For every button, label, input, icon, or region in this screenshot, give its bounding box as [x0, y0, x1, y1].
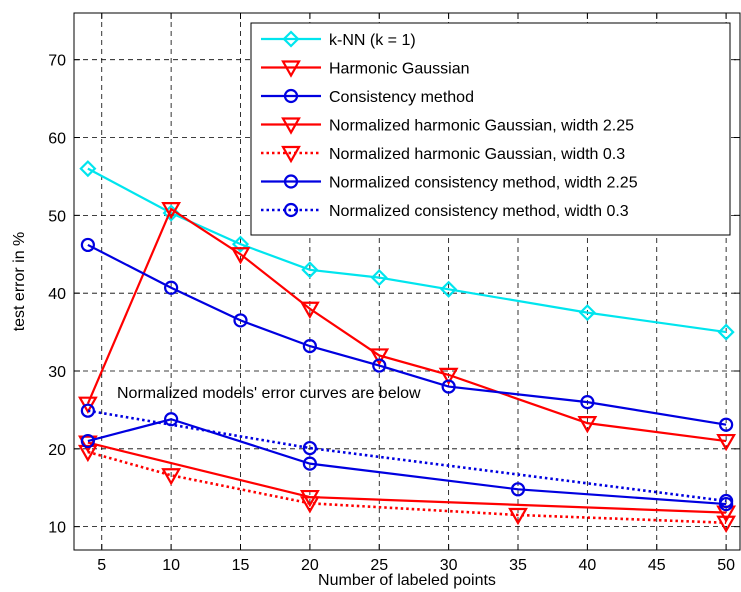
data-point — [164, 280, 179, 295]
data-point — [233, 313, 248, 328]
y-tick-label: 60 — [48, 131, 66, 148]
data-point — [372, 358, 387, 373]
legend-label: Harmonic Gaussian — [329, 61, 470, 78]
data-point — [577, 416, 598, 434]
data-point — [80, 433, 95, 449]
data-point — [299, 301, 320, 319]
data-point — [441, 379, 456, 394]
series-7 — [80, 403, 734, 509]
data-point — [80, 403, 95, 418]
legend-entry: Normalized harmonic Gaussian, width 0.3 — [261, 145, 625, 164]
x-tick-label: 25 — [370, 557, 388, 574]
data-point — [717, 323, 735, 341]
data-point — [282, 30, 300, 48]
data-point — [580, 395, 595, 410]
y-tick-label: 50 — [48, 208, 66, 225]
data-point — [161, 202, 182, 220]
data-point — [77, 396, 98, 414]
data-point — [719, 417, 734, 432]
series-line — [87, 418, 727, 506]
data-point — [281, 145, 301, 164]
y-tick-label: 30 — [48, 364, 66, 381]
data-point — [302, 440, 317, 456]
y-tick-label: 10 — [48, 520, 66, 537]
y-tick-label: 20 — [48, 442, 66, 459]
legend-label: Normalized harmonic Gaussian, width 2.25 — [329, 118, 634, 135]
legend-box — [250, 22, 731, 236]
series-line — [87, 243, 727, 426]
x-axis-label: Number of labeled points — [318, 572, 496, 589]
legend: k-NN (k = 1) Harmonic Gaussian Consistency… — [250, 22, 731, 236]
data-point — [283, 202, 299, 218]
data-point — [370, 269, 388, 287]
legend-label: Normalized harmonic Gaussian, width 0.3 — [329, 146, 625, 163]
legend-label: Consistency method — [329, 89, 474, 106]
data-point — [719, 493, 734, 509]
legend-label: k-NN (k = 1) — [329, 32, 416, 49]
legend-entry: Harmonic Gaussian — [261, 60, 470, 78]
legend-entry: k-NN (k = 1) — [261, 30, 416, 49]
legend-entry: Consistency method — [261, 88, 474, 106]
data-point — [77, 435, 98, 453]
legend-entry: Normalized consistency method, width 2.2… — [261, 174, 638, 192]
data-point — [369, 348, 390, 366]
x-tick-label: 15 — [232, 557, 250, 574]
data-point — [80, 237, 95, 253]
plot-frame — [73, 12, 741, 551]
data-point — [230, 247, 251, 265]
data-point — [283, 88, 299, 104]
chart-annotation: Normalized models' error curves are belo… — [117, 385, 421, 402]
legend-entry: Normalized consistency method, width 0.3 — [261, 202, 629, 220]
data-point — [281, 60, 301, 78]
data-point — [510, 482, 526, 497]
data-point — [578, 304, 596, 322]
data-point — [231, 235, 250, 253]
series-line — [86, 207, 727, 443]
x-tick-label: 5 — [97, 557, 106, 574]
series-1 — [79, 160, 735, 341]
x-tick-label: 30 — [440, 557, 458, 574]
series-layer — [77, 160, 737, 533]
x-tick-label: 20 — [301, 557, 319, 574]
x-tick-label: 35 — [509, 557, 527, 574]
data-point — [161, 468, 182, 486]
legend-entry: Normalized harmonic Gaussian, width 2.25 — [261, 117, 634, 135]
series-2 — [77, 202, 737, 452]
y-tick-label: 70 — [48, 53, 66, 70]
data-point — [79, 160, 97, 178]
data-point — [302, 338, 317, 354]
legend-label: Normalized consistency method, width 2.2… — [329, 175, 638, 192]
data-point — [440, 280, 458, 298]
series-6 — [80, 412, 734, 512]
y-axis-label: test error in % — [11, 232, 28, 332]
data-point — [508, 507, 528, 526]
data-point — [77, 444, 98, 463]
x-tick-label: 45 — [648, 557, 666, 574]
ticks: 5 10 15 20 25 30 35 40 45 50 10 20 30 40 50 60 70 — [48, 13, 740, 574]
data-point — [716, 433, 737, 452]
data-point — [281, 117, 301, 135]
series-3 — [80, 237, 734, 432]
data-point — [283, 174, 299, 189]
x-tick-label: 40 — [578, 557, 596, 574]
data-point — [301, 261, 319, 279]
series-line — [87, 167, 727, 334]
x-tick-label: 50 — [717, 557, 735, 574]
x-tick-label: 10 — [162, 557, 180, 574]
data-point — [716, 515, 737, 533]
y-tick-label: 40 — [48, 286, 66, 303]
data-point — [302, 456, 317, 471]
series-5 — [77, 444, 737, 533]
legend-label: Normalized consistency method, width 0.3 — [329, 203, 629, 220]
data-point — [438, 367, 459, 386]
data-point — [299, 496, 320, 514]
